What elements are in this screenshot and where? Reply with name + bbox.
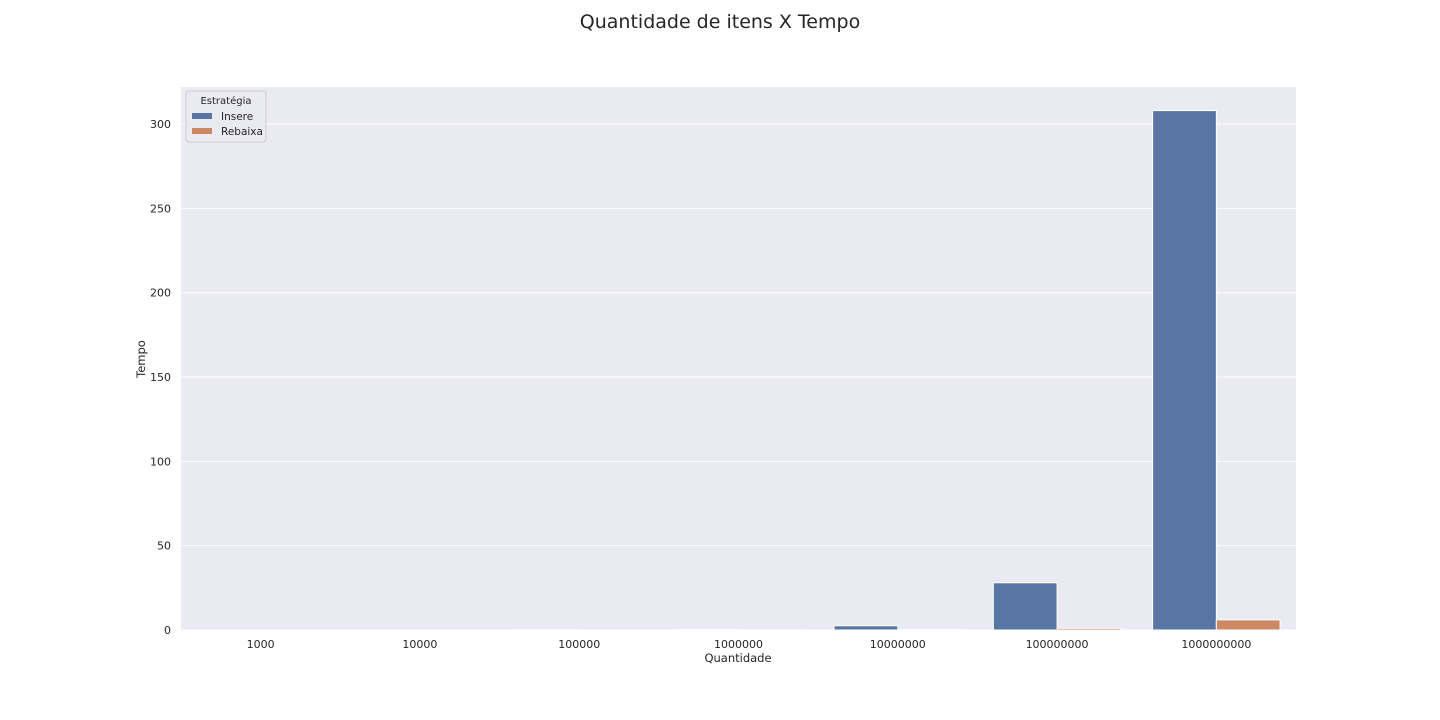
- x-tick-label: 100000000: [1026, 638, 1089, 651]
- x-tick-label: 100000: [558, 638, 600, 651]
- legend-swatch-insere: [192, 113, 212, 119]
- y-tick-label: 50: [157, 540, 171, 553]
- plot-area: [181, 87, 1296, 630]
- y-axis-label: Tempo: [134, 340, 148, 379]
- legend-swatch-rebaixa: [192, 128, 212, 134]
- y-tick-label: 100: [150, 455, 171, 468]
- y-tick-label: 250: [150, 202, 171, 215]
- x-tick-label: 1000000: [714, 638, 763, 651]
- x-tick-label: 10000: [402, 638, 437, 651]
- y-axis-ticks: 0 50 100 150 200 250 300: [150, 118, 171, 637]
- chart-title: Quantidade de itens X Tempo: [580, 11, 860, 33]
- bar-rebaixa-1000000000: [1215, 619, 1281, 631]
- legend-title: Estratégia: [200, 95, 251, 107]
- bars: [196, 110, 1281, 631]
- y-tick-label: 0: [164, 624, 171, 637]
- bar-insere-1000000000: [1152, 110, 1217, 631]
- x-axis-ticks: 1000 10000 100000 1000000 10000000 100000000 1…: [247, 638, 1252, 651]
- bar-insere-1000000: [674, 628, 739, 631]
- x-axis-label: Quantidade: [704, 651, 771, 665]
- bar-rebaixa-10000000: [897, 628, 962, 631]
- x-tick-label: 10000000: [870, 638, 926, 651]
- legend-label-insere: Insere: [221, 111, 253, 123]
- legend-label-rebaixa: Rebaixa: [221, 126, 263, 138]
- gridlines: [181, 123, 1296, 631]
- y-tick-label: 200: [150, 287, 171, 300]
- bar-insere-100000000: [992, 582, 1058, 631]
- legend: Estratégia Insere Rebaixa: [185, 90, 267, 143]
- bar-rebaixa-100000000: [1056, 627, 1122, 631]
- y-tick-label: 150: [150, 371, 171, 384]
- y-tick-label: 300: [150, 118, 171, 131]
- x-tick-label: 1000000000: [1181, 638, 1251, 651]
- x-tick-label: 1000: [247, 638, 275, 651]
- bar-insere-10000000: [833, 625, 899, 631]
